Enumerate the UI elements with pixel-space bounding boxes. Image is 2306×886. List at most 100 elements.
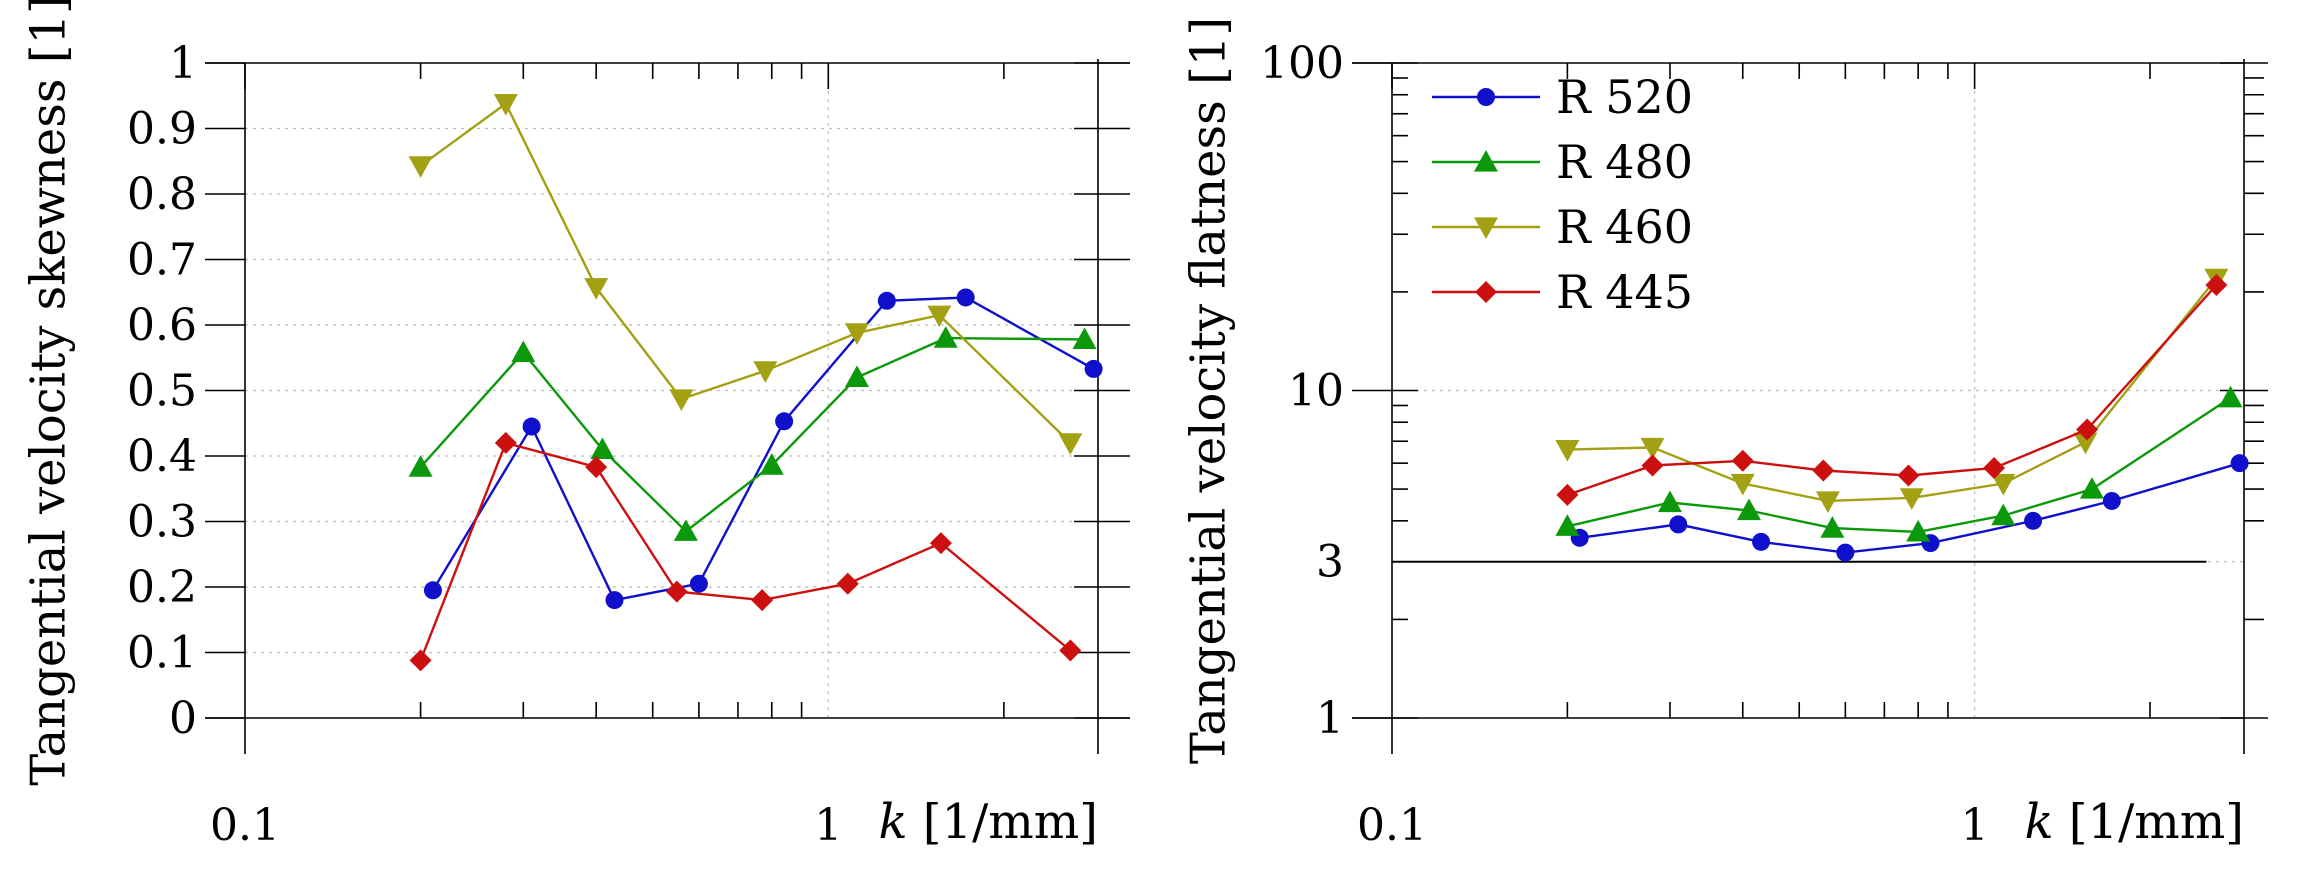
legend-item: R 445 [1432,265,1693,319]
skew-line-r-445 [419,441,1072,661]
skew-point-r-520 [956,288,975,307]
skew-ylabel: Tangential velocity skewness [1] [21,0,77,786]
flat-point-r-520 [2102,491,2121,510]
skew-ytick-label: 0.9 [127,104,197,155]
flat-point-r-520 [1836,543,1855,562]
skew-point-r-460 [1058,433,1083,455]
flat-point-r-460 [1815,491,1840,513]
skew-series-r-480 [408,326,1097,541]
flat-point-r-445 [2205,273,2228,296]
skew-point-r-520 [1084,359,1103,378]
skew-point-r-480 [933,326,958,348]
skew-point-r-520 [775,412,794,431]
skewness-chart: 0 0.1 0.2 0.3 0.4 0.5 0.6 0.7 0.8 0.9 1 0.1 1 k [1/mm… [21,0,1130,851]
skew-ytick-label: 0.1 [127,628,197,679]
skew-xtick-label: 0.1 [210,800,280,851]
skew-point-r-445 [494,431,517,454]
skew-point-r-445 [665,580,688,603]
legend-label: R 480 [1556,135,1693,189]
skew-ytick-label: 0.2 [127,562,197,613]
skew-point-r-480 [844,365,869,387]
skew-point-r-480 [673,519,698,541]
legend-item: R 480 [1432,135,1693,189]
skew-xtick-label: 1 [814,800,842,851]
flat-point-r-445 [1641,454,1664,477]
flat-ytick-label: 3 [1316,537,1344,588]
legend-label: R 460 [1556,200,1693,254]
skew-point-r-445 [1059,639,1082,662]
flat-point-r-460 [2073,432,2098,455]
flat-point-r-460 [1640,437,1665,460]
flat-point-r-460 [1555,439,1580,462]
legend-item: R 460 [1432,200,1693,254]
flat-point-r-480 [1906,519,1931,542]
skew-series-r-520 [423,288,1103,610]
flat-point-r-480 [2079,477,2104,499]
flat-point-r-520 [1752,532,1771,551]
legend-label: R 445 [1556,265,1693,319]
skew-point-r-460 [927,305,952,328]
skew-series-r-445 [409,431,1082,672]
flat-point-r-460 [1991,473,2016,496]
flat-point-r-460 [1899,488,1924,510]
skew-ytick-label: 0 [169,693,197,744]
flat-series-r-480 [1555,385,2243,542]
flat-point-r-445 [1731,449,1754,472]
skew-point-r-445 [409,649,432,672]
skew-ytick-label: 0.3 [127,497,197,548]
flat-ytick-label: 10 [1288,366,1344,417]
skew-point-r-445 [585,456,608,479]
skew-point-r-460 [753,361,778,383]
skew-point-r-520 [423,581,442,600]
skew-ytick-label: 0.6 [127,300,197,351]
flat-line-r-480 [1567,396,2232,534]
skew-line-r-480 [419,336,1085,533]
legend-item: R 520 [1432,70,1693,124]
skew-point-r-460 [669,389,694,412]
legend-label: R 520 [1556,70,1693,124]
flat-xtick-label: 0.1 [1357,800,1427,851]
flat-point-r-445 [2076,418,2099,441]
skew-ytick-label: 0.7 [127,235,197,286]
flat-line-r-520 [1579,462,2240,554]
flat-line-r-460 [1567,277,2218,503]
legend-marker [1477,88,1495,106]
flat-point-r-460 [1730,473,1755,496]
skew-line-r-520 [431,296,1095,602]
flat-series-r-460 [1555,268,2229,513]
flat-point-r-520 [1669,515,1688,534]
flat-point-r-445 [1556,483,1579,506]
flatness-chart: 1 3 10 100 0.1 1 k [1/mm] Tangential velocity f… [1181,17,2268,851]
skew-point-r-460 [408,156,433,178]
flat-ytick-label: 1 [1316,693,1344,744]
flat-point-r-480 [2218,385,2243,408]
skew-point-r-460 [584,278,609,300]
skew-ytick-label: 0.8 [127,169,197,220]
flat-point-r-445 [1812,459,1835,482]
skew-ytick-label: 0.5 [127,366,197,417]
legend-marker [1474,150,1498,172]
legend: R 520 R 480 R 460 R 445 [1432,70,1693,319]
flat-series-r-445 [1556,273,2228,506]
skew-xlabel: k [1/mm] [878,794,1098,850]
skew-line-r-460 [419,101,1072,444]
skew-point-r-480 [1072,327,1097,350]
skew-point-r-520 [689,574,708,593]
legend-marker [1475,281,1497,303]
skew-point-r-445 [836,572,859,595]
skew-point-r-520 [877,291,896,310]
flat-point-r-480 [1991,503,2016,526]
flat-ytick-label: 100 [1260,38,1344,89]
flat-point-r-445 [1983,456,2006,479]
flat-point-r-480 [1555,514,1580,536]
skew-point-r-445 [929,532,952,555]
skew-point-r-480 [759,453,784,475]
skew-point-r-460 [844,323,869,345]
flat-point-r-520 [2230,454,2249,473]
flat-line-r-445 [1567,284,2218,497]
flat-point-r-445 [1897,464,1920,487]
flat-xlabel: k [1/mm] [2024,794,2244,850]
skew-point-r-480 [590,437,615,460]
flat-ylabel: Tangential velocity flatness [1] [1181,17,1237,764]
